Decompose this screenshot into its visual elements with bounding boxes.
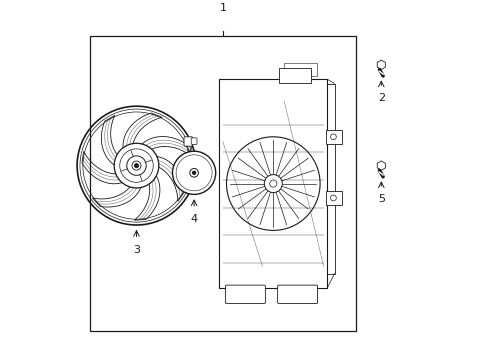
Circle shape	[134, 164, 138, 167]
Bar	[325, 191, 341, 205]
FancyBboxPatch shape	[183, 137, 192, 146]
Circle shape	[192, 171, 195, 174]
FancyBboxPatch shape	[191, 138, 197, 144]
Polygon shape	[219, 79, 326, 288]
Text: 2: 2	[377, 93, 384, 103]
Bar	[325, 130, 341, 144]
Polygon shape	[233, 84, 334, 274]
FancyBboxPatch shape	[225, 285, 265, 303]
Bar	[278, 68, 310, 83]
Text: 1: 1	[219, 3, 226, 13]
Circle shape	[189, 168, 198, 177]
Circle shape	[126, 156, 146, 175]
Polygon shape	[376, 60, 385, 69]
Circle shape	[330, 134, 336, 140]
Bar	[284, 63, 316, 76]
Text: 3: 3	[133, 245, 140, 255]
Bar	[89, 36, 355, 331]
FancyBboxPatch shape	[277, 285, 317, 303]
Circle shape	[330, 195, 336, 201]
Polygon shape	[376, 161, 385, 170]
Text: 5: 5	[377, 194, 384, 204]
Circle shape	[172, 151, 215, 194]
Circle shape	[226, 137, 320, 230]
Circle shape	[114, 143, 159, 188]
Text: 4: 4	[190, 214, 197, 224]
Circle shape	[264, 175, 282, 193]
